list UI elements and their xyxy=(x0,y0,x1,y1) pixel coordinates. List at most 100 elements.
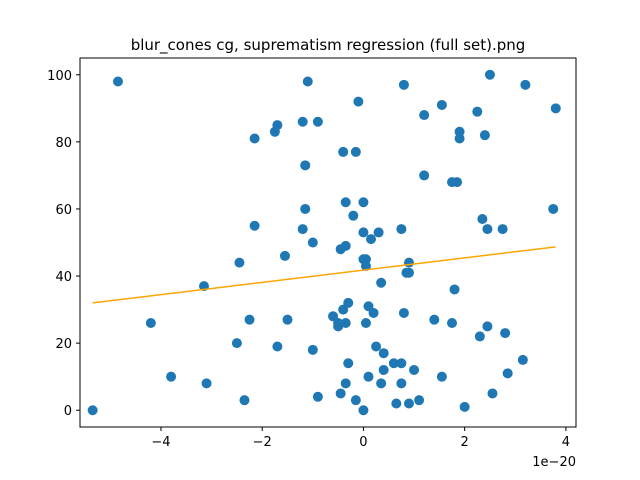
scatter-point xyxy=(302,76,313,87)
scatter-point xyxy=(396,224,407,235)
scatter-point xyxy=(350,146,361,157)
scatter-point xyxy=(409,364,420,375)
scatter-point xyxy=(360,318,371,329)
scatter-point xyxy=(482,224,493,235)
scatter-point xyxy=(378,348,389,359)
scatter-point xyxy=(396,358,407,369)
scatter-point xyxy=(479,130,490,141)
scatter-point xyxy=(297,116,308,127)
scatter-point xyxy=(333,321,344,332)
chart-marks xyxy=(87,69,561,416)
scatter-point xyxy=(487,388,498,399)
scatter-point xyxy=(272,120,283,131)
scatter-point xyxy=(447,318,457,329)
scatter-point xyxy=(335,388,346,399)
scatter-point xyxy=(340,318,351,329)
x-tick-label: −2 xyxy=(253,435,272,450)
scatter-point xyxy=(502,368,513,379)
y-tick-label: 20 xyxy=(55,337,72,352)
scatter-point xyxy=(201,378,212,389)
chart-title: blur_cones cg, suprematism regression (f… xyxy=(131,36,526,55)
scatter-point xyxy=(340,378,351,389)
scatter-point xyxy=(378,364,389,375)
scatter-point xyxy=(452,177,463,188)
scatter-point xyxy=(358,227,369,238)
x-tick-label: 2 xyxy=(461,435,469,450)
scatter-point xyxy=(363,371,374,382)
scatter-point xyxy=(482,321,493,332)
scatter-point xyxy=(520,79,531,90)
x-offset-label: 1e−20 xyxy=(532,455,576,470)
scatter-point xyxy=(376,378,387,389)
scatter-point xyxy=(358,197,369,208)
scatter-point xyxy=(300,203,311,214)
scatter-point xyxy=(414,395,425,406)
scatter-point xyxy=(477,214,488,225)
scatter-point xyxy=(436,371,447,382)
scatter-point xyxy=(403,257,414,268)
scatter-point xyxy=(343,358,354,369)
scatter-point xyxy=(166,371,177,382)
x-tick-label: 0 xyxy=(359,435,367,450)
scatter-point xyxy=(272,341,283,352)
scatter-point xyxy=(429,314,440,325)
scatter-point xyxy=(373,227,384,238)
scatter-point xyxy=(282,314,293,325)
scatter-point xyxy=(343,297,354,308)
scatter-point xyxy=(550,103,561,114)
scatter-point xyxy=(396,378,407,389)
x-tick-label: −4 xyxy=(151,435,170,450)
scatter-point xyxy=(145,318,156,329)
regression-line xyxy=(92,246,556,304)
scatter-point xyxy=(300,160,311,171)
x-axis: −4 −2 0 2 4 xyxy=(151,427,570,450)
scatter-point xyxy=(517,354,528,365)
y-axis: 0 20 40 60 80 100 xyxy=(47,69,80,419)
scatter-point xyxy=(391,398,402,409)
plot-frame xyxy=(79,57,577,428)
y-tick-label: 100 xyxy=(47,69,72,84)
y-tick-label: 0 xyxy=(64,404,72,419)
scatter-point xyxy=(249,133,260,144)
scatter-point xyxy=(376,277,387,288)
scatter-point xyxy=(112,76,123,87)
scatter-point xyxy=(548,203,559,214)
scatter-point xyxy=(403,398,414,409)
scatter-point xyxy=(484,69,495,80)
scatter-point xyxy=(398,307,409,318)
x-tick-label: 4 xyxy=(562,435,570,450)
scatter-point xyxy=(279,250,290,261)
scatter-point xyxy=(436,99,447,110)
scatter-point xyxy=(231,338,242,349)
scatter-point xyxy=(497,224,508,235)
scatter-point xyxy=(474,331,485,342)
scatter-point xyxy=(340,197,351,208)
scatter-point xyxy=(398,79,409,90)
scatter-point xyxy=(419,170,430,181)
scatter-point xyxy=(366,234,377,245)
scatter-point xyxy=(338,146,349,157)
scatter-point xyxy=(249,220,260,231)
scatter-point xyxy=(500,328,511,339)
scatter-point xyxy=(234,257,245,268)
scatter-point xyxy=(312,116,323,127)
scatter-point xyxy=(87,405,98,416)
scatter-point xyxy=(358,405,369,416)
scatter-point xyxy=(419,110,430,121)
scatter-point xyxy=(307,237,318,248)
scatter-point xyxy=(368,307,379,318)
scatter-point xyxy=(312,391,323,402)
scatter-point xyxy=(454,133,465,144)
y-tick-label: 60 xyxy=(55,203,72,218)
scatter-point xyxy=(388,358,399,369)
scatter-point xyxy=(307,344,318,355)
scatter-point xyxy=(297,224,308,235)
scatter-point xyxy=(350,395,361,406)
scatter-point xyxy=(340,240,351,251)
scatter-point xyxy=(472,106,483,117)
scatter-point xyxy=(353,96,364,107)
scatter-point xyxy=(403,267,414,278)
scatter-point xyxy=(360,260,371,271)
scatter-point xyxy=(459,401,470,412)
